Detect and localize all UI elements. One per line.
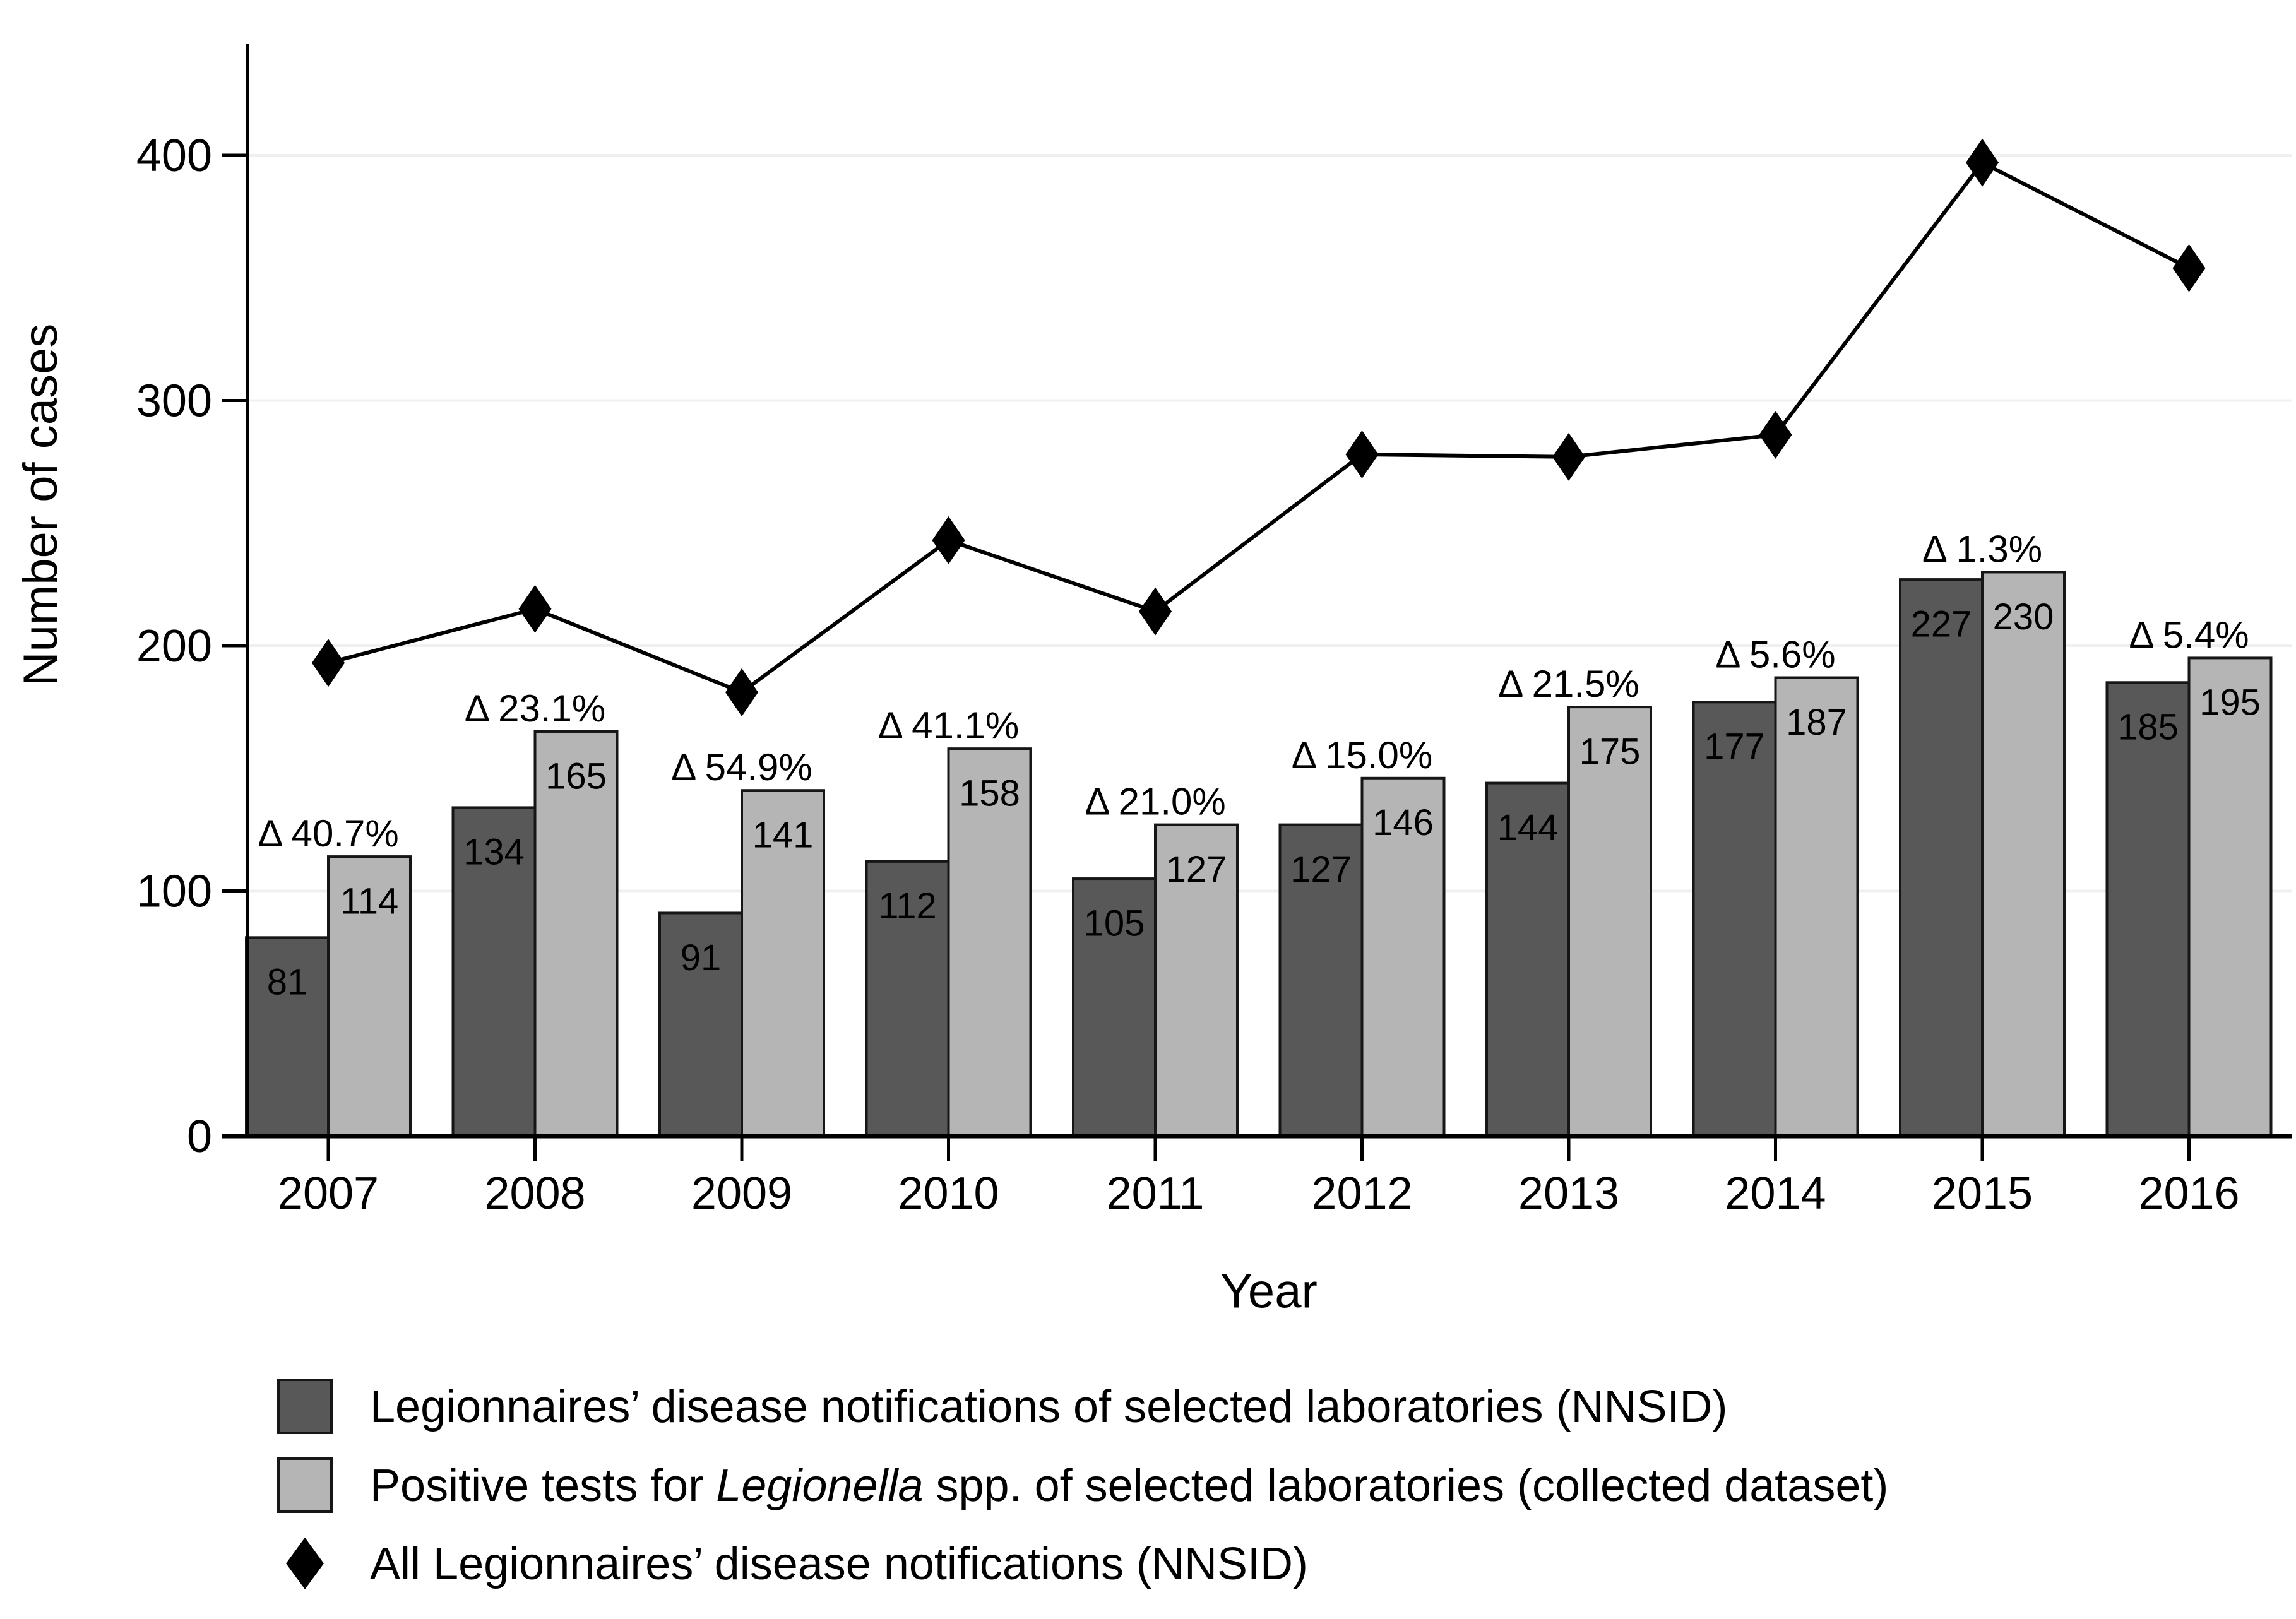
bar-notifications-2015 [1899,578,1984,1137]
bar-value-notifications-2007: 81 [267,962,308,1003]
bar-value-notifications-2010: 112 [878,886,936,927]
bar-notifications-2012 [1278,823,1364,1137]
delta-label-2010: Δ 41.1% [878,704,1020,747]
bar-value-positive-tests-2014: 187 [1786,702,1847,743]
axes-layer: 0 100 200 300 400 2007 2008 2009 2010 2011 2012 201… [136,44,2292,1219]
bar-value-notifications-2008: 134 [463,832,525,873]
legend-item-2: All Legionnaires’ disease notifications … [286,1538,1308,1589]
delta-label-2007: Δ 40.7% [258,812,399,855]
bar-positive-tests-2013 [1567,706,1652,1137]
legend-item-0: Legionnaires’ disease notifications of s… [277,1379,1727,1434]
delta-label-2014: Δ 5.6% [1715,634,1835,676]
y-tick-label-0: 0 [187,1112,212,1162]
diamond-marker-2009 [725,668,758,716]
light-square-icon [277,1457,333,1513]
bar-notifications-2008 [451,806,537,1138]
bar-labels-layer: 81 114 134 165 91 141 112 158 105 127 127 146 144 175… [267,596,2261,1003]
delta-label-2009: Δ 54.9% [671,746,812,788]
diamond-marker-2015 [1966,138,1999,187]
bar-value-positive-tests-2013: 175 [1579,731,1641,772]
x-tick-label-2015: 2015 [1932,1168,2033,1219]
x-axis-title: Year [1220,1265,1318,1319]
bar-positive-tests-2014 [1774,676,1859,1137]
diamond-marker-2013 [1552,432,1585,481]
diamond-marker-2014 [1759,410,1792,459]
delta-label-2015: Δ 1.3% [1922,528,2042,570]
y-tick-label-100: 100 [136,867,212,917]
bar-notifications-2007 [245,936,330,1137]
y-tick-label-200: 200 [136,621,212,672]
delta-labels-layer: Δ 40.7% Δ 23.1% Δ 54.9% Δ 41.1% Δ 21.0% Δ 15.… [258,528,2249,855]
x-tick-label-2011: 2011 [1107,1168,1205,1219]
bar-notifications-2011 [1072,877,1157,1137]
bar-value-positive-tests-2008: 165 [545,756,607,797]
dark-square-icon [277,1379,333,1434]
x-tick-label-2010: 2010 [898,1168,999,1219]
legend-label-1: Positive tests for Legionella spp. of se… [370,1461,1888,1511]
diamond-marker-2016 [2172,244,2206,292]
bar-value-positive-tests-2007: 114 [340,881,398,922]
bar-positive-tests-2011 [1154,823,1239,1137]
delta-label-2008: Δ 23.1% [465,687,606,730]
delta-label-2013: Δ 21.5% [1498,663,1639,705]
legend-label-2: All Legionnaires’ disease notifications … [370,1539,1308,1589]
delta-label-2016: Δ 5.4% [2129,614,2249,656]
bar-value-notifications-2012: 127 [1290,849,1352,890]
diamond-marker-2012 [1345,430,1379,478]
diamond-marker-2011 [1139,587,1172,636]
line-series-layer [312,138,2206,716]
bar-value-notifications-2011: 105 [1084,903,1145,944]
x-tick-label-2008: 2008 [484,1168,585,1219]
bar-positive-tests-2015 [1981,571,2066,1137]
y-tick-label-400: 400 [136,131,212,181]
bar-value-positive-tests-2009: 141 [752,815,814,856]
bar-positive-tests-2012 [1360,776,1446,1138]
y-axis-title: Number of cases [14,324,68,686]
x-tick-label-2012: 2012 [1311,1168,1412,1219]
bar-value-positive-tests-2011: 127 [1166,849,1227,890]
bar-value-positive-tests-2010: 158 [959,773,1020,814]
bar-value-notifications-2015: 227 [1911,603,1972,644]
bar-positive-tests-2009 [741,789,825,1137]
x-tick-label-2009: 2009 [691,1168,792,1219]
legend-label-0: Legionnaires’ disease notifications of s… [370,1382,1727,1432]
bar-value-positive-tests-2012: 146 [1372,802,1434,843]
bar-value-notifications-2016: 185 [2117,707,2179,748]
x-tick-label-2013: 2013 [1518,1168,1619,1219]
diamond-marker-2010 [932,516,965,564]
black-diamond-icon [286,1538,324,1589]
x-tick-label-2016: 2016 [2138,1168,2239,1219]
line-all-notifications [328,160,2190,695]
diamond-marker-2007 [312,639,345,687]
bar-value-notifications-2009: 91 [681,937,722,978]
x-tick-label-2014: 2014 [1725,1168,1826,1219]
bar-value-positive-tests-2015: 230 [1993,596,2054,638]
bars-layer [245,571,2273,1138]
bar-value-notifications-2013: 144 [1497,807,1559,848]
legend-item-1: Positive tests for Legionella spp. of se… [277,1457,1888,1513]
bar-value-notifications-2014: 177 [1704,726,1765,768]
diamond-marker-2008 [518,584,552,633]
delta-label-2012: Δ 15.0% [1292,734,1433,776]
y-tick-label-300: 300 [136,376,212,427]
bar-notifications-2016 [2105,681,2191,1137]
delta-label-2011: Δ 21.0% [1085,781,1226,823]
bar-positive-tests-2016 [2187,656,2273,1138]
bar-positive-tests-2008 [533,730,619,1137]
legend: Legionnaires’ disease notifications of s… [277,1379,1888,1589]
x-tick-label-2007: 2007 [278,1168,379,1219]
bar-value-positive-tests-2016: 195 [2199,682,2261,723]
bar-positive-tests-2010 [947,747,1032,1138]
